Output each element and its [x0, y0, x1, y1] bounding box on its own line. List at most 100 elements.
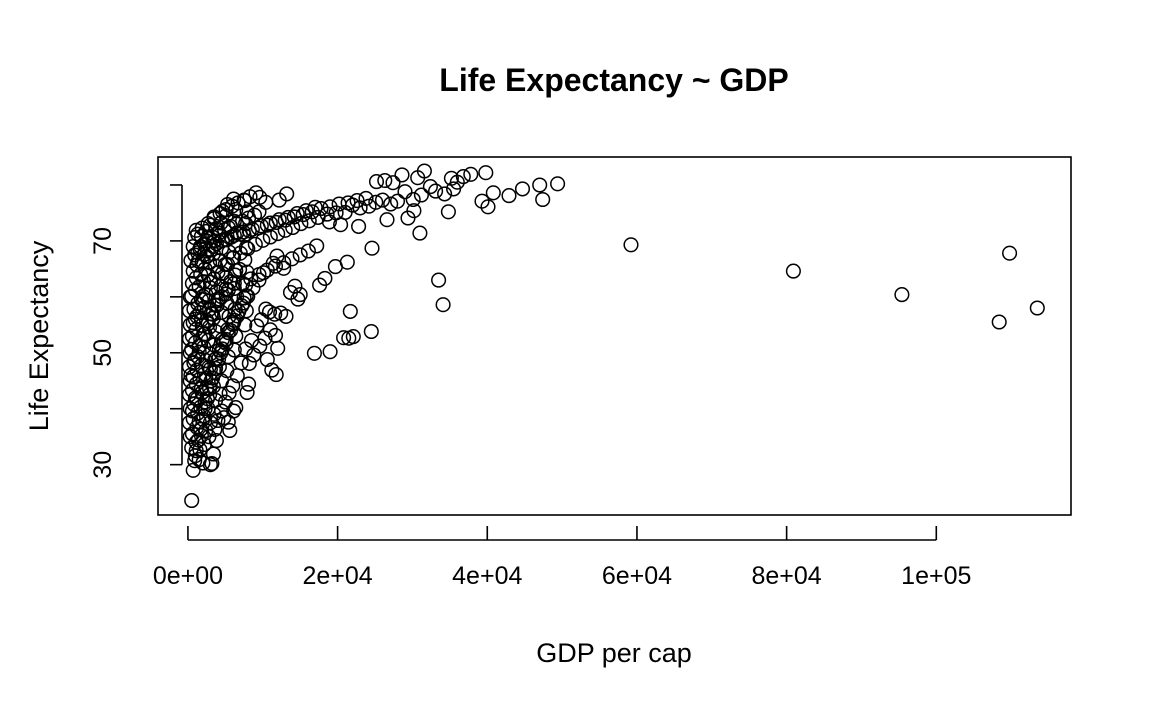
data-point	[259, 262, 275, 278]
data-point	[413, 187, 429, 203]
data-point	[300, 243, 316, 259]
data-point	[478, 165, 494, 181]
data-point	[292, 247, 308, 263]
data-point	[435, 297, 451, 313]
data-point	[251, 266, 267, 283]
data-point	[894, 287, 910, 303]
data-point	[276, 260, 292, 276]
x-tick-label: 4e+04	[452, 562, 522, 590]
data-point	[342, 303, 358, 319]
plot-frame	[157, 156, 1072, 516]
data-point	[267, 327, 284, 343]
data-point	[389, 193, 406, 209]
data-point	[532, 177, 548, 193]
data-point	[238, 288, 254, 304]
data-point	[345, 329, 361, 345]
data-point	[233, 355, 249, 371]
data-point	[340, 195, 356, 211]
data-point	[374, 192, 391, 208]
data-point	[226, 191, 242, 207]
data-point	[410, 170, 426, 186]
data-point	[455, 169, 471, 185]
data-point	[309, 238, 325, 254]
data-point	[258, 194, 274, 210]
data-point	[361, 198, 377, 214]
data-point	[185, 238, 201, 255]
y-tick-label: 30	[89, 451, 117, 479]
data-point	[364, 240, 380, 256]
data-point	[313, 200, 329, 217]
data-point	[431, 272, 447, 288]
data-point	[400, 210, 416, 226]
data-point	[211, 227, 227, 243]
data-point	[440, 204, 456, 220]
data-point	[379, 212, 395, 228]
data-point	[239, 384, 255, 401]
data-point	[331, 196, 347, 212]
data-point	[422, 179, 438, 195]
data-point	[368, 174, 385, 190]
x-axis-label: GDP per cap	[536, 638, 692, 668]
data-point	[220, 414, 236, 430]
data-point	[236, 227, 252, 243]
data-point	[385, 175, 401, 191]
data-point	[363, 323, 379, 340]
data-point	[327, 259, 343, 275]
data-point	[252, 189, 268, 205]
data-point	[226, 250, 242, 266]
data-point	[262, 322, 278, 338]
data-point	[336, 330, 352, 346]
data-point	[501, 188, 517, 204]
data-point	[397, 184, 413, 200]
data-point	[991, 314, 1007, 330]
data-point	[221, 385, 237, 401]
data-point	[238, 240, 254, 256]
data-point	[270, 340, 286, 356]
data-point	[1002, 245, 1018, 261]
data-point	[195, 455, 211, 471]
data-point	[463, 166, 479, 182]
data-point	[295, 207, 311, 223]
data-point	[394, 167, 410, 183]
x-axis: 0e+00 2e+04 4e+04 6e+04 8e+04 1e+05	[153, 526, 971, 590]
data-point	[273, 305, 289, 321]
data-point	[238, 341, 254, 357]
data-point	[485, 185, 501, 201]
data-point	[187, 230, 203, 246]
data-point	[188, 270, 204, 286]
data-point	[405, 191, 421, 208]
data-point	[267, 258, 284, 274]
data-point	[268, 214, 284, 230]
data-point	[238, 216, 254, 232]
data-point	[446, 181, 462, 197]
data-point	[188, 222, 204, 238]
data-point	[227, 237, 243, 253]
data-point	[202, 415, 218, 431]
x-tick-label: 6e+04	[602, 562, 672, 590]
data-point	[203, 242, 219, 258]
data-point	[307, 199, 323, 215]
data-point	[222, 422, 238, 439]
data-point	[202, 457, 218, 473]
data-point	[377, 172, 393, 189]
data-point	[259, 217, 275, 233]
y-axis: 30 50 70	[89, 184, 183, 479]
data-point	[259, 351, 275, 368]
chart-title: Life Expectancy ~ GDP	[439, 62, 788, 98]
data-point	[261, 304, 278, 320]
data-point	[322, 344, 338, 360]
data-point	[205, 446, 221, 462]
data-point	[383, 196, 399, 212]
data-point	[241, 376, 257, 392]
data-point	[623, 237, 639, 253]
data-point	[208, 221, 224, 237]
data-point	[239, 264, 255, 280]
y-axis-label: Life Expectancy	[24, 240, 54, 431]
data-point	[304, 204, 320, 220]
data-point	[298, 203, 314, 219]
y-tick-label: 70	[89, 227, 117, 255]
data-point	[277, 212, 293, 228]
data-point	[249, 318, 265, 334]
data-point	[785, 263, 801, 279]
